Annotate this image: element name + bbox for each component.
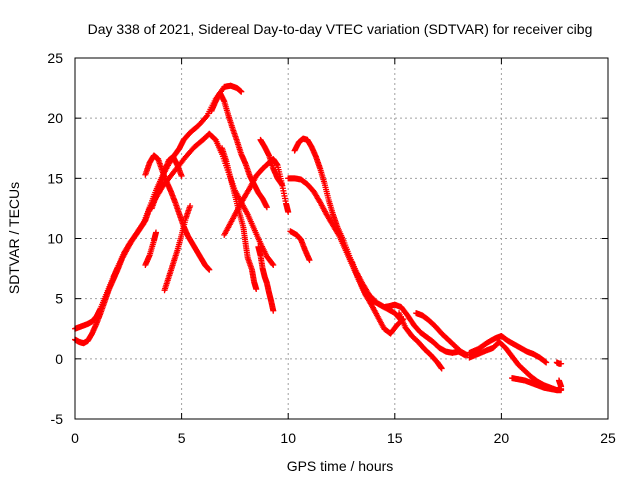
- series-arc-21: [553, 359, 565, 367]
- x-tick-label: 15: [387, 430, 403, 446]
- y-tick-label: 5: [55, 291, 63, 307]
- data-point: [543, 359, 550, 366]
- series-arc-18: [466, 332, 550, 366]
- series-arc-4: [148, 153, 185, 212]
- data-point: [278, 181, 285, 188]
- data-point: [153, 229, 160, 236]
- y-tick-label: 25: [47, 50, 63, 66]
- y-tick-label: 20: [47, 110, 63, 126]
- series-arc-10: [257, 136, 285, 188]
- data-point: [178, 172, 185, 179]
- series-arc-7: [208, 89, 270, 211]
- x-tick-label: 5: [178, 430, 186, 446]
- chart-title: Day 338 of 2021, Sidereal Day-to-day VTE…: [88, 21, 593, 37]
- data-point: [306, 257, 313, 264]
- series-arc-11: [255, 243, 277, 314]
- series-arc-12: [291, 135, 405, 324]
- data-point: [270, 307, 277, 314]
- data-point: [187, 203, 194, 210]
- data-point: [558, 360, 565, 367]
- axis-ticks: [74, 57, 609, 420]
- y-tick-label: 10: [47, 231, 63, 247]
- data-point: [263, 204, 270, 211]
- series-arc-8: [219, 145, 260, 293]
- series-arc-3: [142, 152, 213, 273]
- y-tick-label: -5: [51, 411, 64, 427]
- x-tick-label: 0: [71, 430, 79, 446]
- data-point: [285, 209, 292, 216]
- series-arc-15: [349, 259, 469, 359]
- data-point: [269, 260, 276, 267]
- data-point: [206, 266, 213, 273]
- y-axis-title: SDTVAR / TECUs: [6, 182, 22, 294]
- x-tick-label: 10: [280, 430, 296, 446]
- series-arc-5: [142, 229, 160, 268]
- data-points: [72, 82, 565, 394]
- y-tick-label: 0: [55, 351, 63, 367]
- x-tick-label: 25: [600, 430, 616, 446]
- series-arc-16: [396, 310, 445, 372]
- data-point: [238, 88, 245, 95]
- data-point: [253, 286, 260, 293]
- series-arc-20: [509, 375, 565, 394]
- data-point: [438, 365, 445, 372]
- series-arc-22: [555, 377, 565, 390]
- series-arc-6: [161, 203, 194, 294]
- data-point: [558, 383, 565, 390]
- tick-labels: 0 5 10 15 20 25 -5 0 5 10 15 20 25: [47, 50, 616, 446]
- x-axis-title: GPS time / hours: [287, 458, 394, 474]
- y-tick-label: 15: [47, 170, 63, 186]
- data-point: [270, 261, 277, 268]
- data-point: [203, 113, 210, 120]
- series-arc-14: [287, 228, 313, 264]
- x-tick-label: 20: [494, 430, 510, 446]
- series-arc-17: [413, 310, 471, 359]
